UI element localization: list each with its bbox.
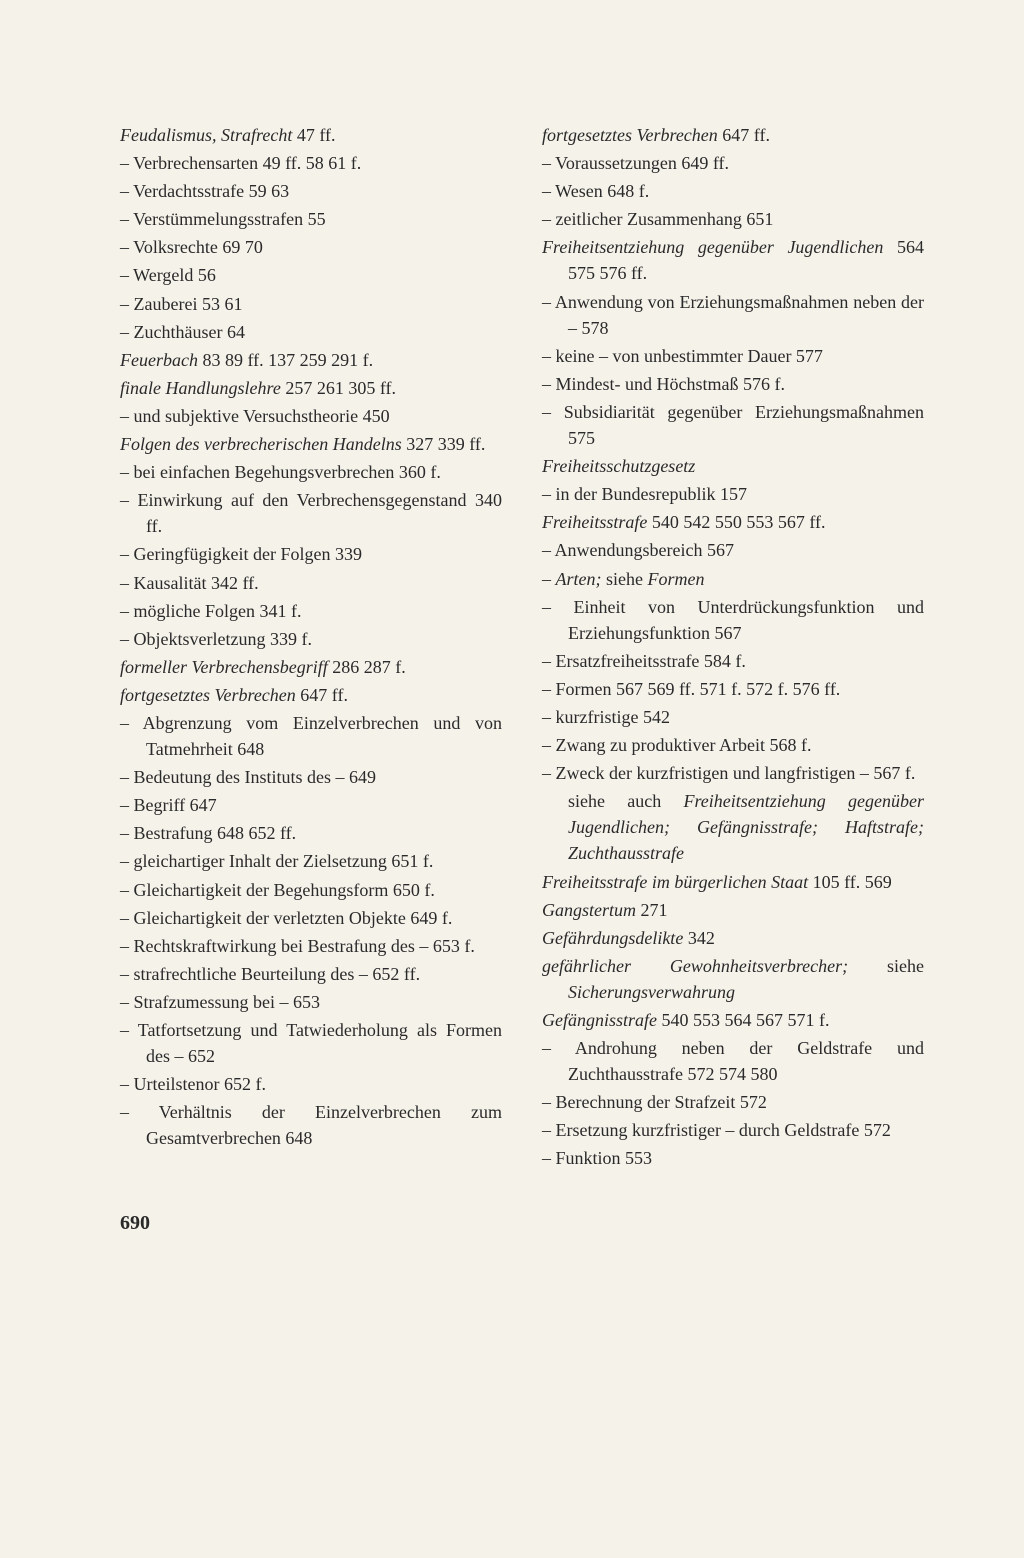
index-entry: – Ersatzfreiheitsstrafe 584 f. — [542, 648, 924, 674]
heading-pages: 83 89 ff. 137 259 291 f. — [198, 350, 373, 370]
index-entry: – Wesen 648 f. — [542, 178, 924, 204]
index-entry: – Strafzumessung bei – 653 — [120, 989, 502, 1015]
index-heading: Gefährdungsdelikte 342 — [542, 925, 924, 951]
heading-title: Gefährdungsdelikte — [542, 928, 683, 948]
heading-title: Freiheitsstrafe — [542, 512, 647, 532]
index-entry: – Abgrenzung vom Einzelverbrechen und vo… — [120, 710, 502, 762]
heading-title: fortgesetztes Verbrechen — [542, 125, 718, 145]
index-heading: fortgesetztes Verbrechen 647 ff. — [120, 682, 502, 708]
index-page: Feudalismus, Strafrecht 47 ff.– Verbrech… — [0, 0, 1024, 1558]
index-entry: – Zwang zu produktiver Arbeit 568 f. — [542, 732, 924, 758]
index-entry: – Anwendung von Erziehungsmaßnahmen nebe… — [542, 289, 924, 341]
index-entry: – zeitlicher Zusammenhang 651 — [542, 206, 924, 232]
heading-title: formeller Verbrechensbegriff — [120, 657, 328, 677]
heading-pages: 271 — [636, 900, 668, 920]
heading-title: Gefängnisstrafe — [542, 1010, 657, 1030]
index-entry: – Bedeutung des Instituts des – 649 — [120, 764, 502, 790]
index-heading: Freiheitsstrafe 540 542 550 553 567 ff. — [542, 509, 924, 535]
index-entry: – Zweck der kurzfristigen und langfristi… — [542, 760, 924, 786]
two-column-layout: Feudalismus, Strafrecht 47 ff.– Verbrech… — [120, 120, 924, 1172]
page-number: 690 — [120, 1212, 924, 1235]
index-entry: – bei einfachen Begehungsverbrechen 360 … — [120, 459, 502, 485]
heading-pages: 540 553 564 567 571 f. — [657, 1010, 830, 1030]
index-entry: – Tatfortsetzung und Tatwiederholung als… — [120, 1017, 502, 1069]
index-entry: – Androhung neben der Geldstrafe und Zuc… — [542, 1035, 924, 1087]
index-entry: – Zuchthäuser 64 — [120, 319, 502, 345]
index-entry: – Bestrafung 648 652 ff. — [120, 820, 502, 846]
index-entry: – Gleichartigkeit der Begehungsform 650 … — [120, 877, 502, 903]
index-heading: fortgesetztes Verbrechen 647 ff. — [542, 122, 924, 148]
heading-pages: 47 ff. — [292, 125, 335, 145]
index-entry: – Rechtskraftwirkung bei Bestrafung des … — [120, 933, 502, 959]
heading-pages: 327 339 ff. — [402, 434, 486, 454]
heading-title: fortgesetztes Verbrechen — [120, 685, 296, 705]
index-entry: – mögliche Folgen 341 f. — [120, 598, 502, 624]
index-entry: – Subsidiarität gegenüber Erziehungsmaßn… — [542, 399, 924, 451]
index-entry: – Mindest- und Höchstmaß 576 f. — [542, 371, 924, 397]
index-heading: formeller Verbrechensbegriff 286 287 f. — [120, 654, 502, 680]
index-entry: – Verstümmelungsstrafen 55 — [120, 206, 502, 232]
index-heading-see: gefährlicher Gewohnheitsverbrecher; sieh… — [542, 953, 924, 1005]
index-entry: – Einheit von Unterdrückungsfunktion und… — [542, 594, 924, 646]
index-heading: Feudalismus, Strafrecht 47 ff. — [120, 122, 502, 148]
index-entry: – Geringfügigkeit der Folgen 339 — [120, 541, 502, 567]
heading-title: Freiheitsstrafe im bürgerlichen Staat — [542, 872, 808, 892]
heading-pages: 647 ff. — [296, 685, 348, 705]
index-entry: – Zauberei 53 61 — [120, 291, 502, 317]
index-see-also: siehe auch Freiheitsentziehung gegenüber… — [542, 788, 924, 866]
heading-pages: 342 — [683, 928, 715, 948]
index-entry: – Kausalität 342 ff. — [120, 570, 502, 596]
heading-title: Gangstertum — [542, 900, 636, 920]
index-entry: – Berechnung der Strafzeit 572 — [542, 1089, 924, 1115]
heading-pages: 540 542 550 553 567 ff. — [647, 512, 825, 532]
index-heading: Freiheitsstrafe im bürgerlichen Staat 10… — [542, 869, 924, 895]
heading-title: Feudalismus, Strafrecht — [120, 125, 292, 145]
index-entry: – Einwirkung auf den Verbrechensgegensta… — [120, 487, 502, 539]
index-heading: finale Handlungslehre 257 261 305 ff. — [120, 375, 502, 401]
heading-title: Freiheitsentziehung gegenüber Jugendlich… — [542, 237, 883, 257]
index-entry: – kurzfristige 542 — [542, 704, 924, 730]
index-entry: – und subjektive Versuchstheorie 450 — [120, 403, 502, 429]
index-entry: – Volksrechte 69 70 — [120, 234, 502, 260]
index-entry: – Arten; siehe Formen — [542, 566, 924, 592]
index-entry: – keine – von unbestimmter Dauer 577 — [542, 343, 924, 369]
index-entry: – Funktion 553 — [542, 1145, 924, 1171]
heading-title: finale Handlungslehre — [120, 378, 281, 398]
index-heading: Gangstertum 271 — [542, 897, 924, 923]
left-column: Feudalismus, Strafrecht 47 ff.– Verbrech… — [120, 120, 502, 1172]
heading-title: Folgen des verbrecherischen Handelns — [120, 434, 402, 454]
index-entry: – Objektsverletzung 339 f. — [120, 626, 502, 652]
index-entry: – Ersetzung kurzfristiger – durch Geldst… — [542, 1117, 924, 1143]
index-entry: – Voraussetzungen 649 ff. — [542, 150, 924, 176]
index-entry: – Urteilstenor 652 f. — [120, 1071, 502, 1097]
index-heading: Freiheitsentziehung gegenüber Jugendlich… — [542, 234, 924, 286]
index-heading: Folgen des verbrecherischen Handelns 327… — [120, 431, 502, 457]
index-entry: – strafrechtliche Beurteilung des – 652 … — [120, 961, 502, 987]
right-column: fortgesetztes Verbrechen 647 ff.– Voraus… — [542, 120, 924, 1172]
index-entry: – Anwendungsbereich 567 — [542, 537, 924, 563]
index-entry: – Gleichartigkeit der verletzten Objekte… — [120, 905, 502, 931]
index-heading: Freiheitsschutzgesetz — [542, 453, 924, 479]
index-entry: – Verhältnis der Einzelverbrechen zum Ge… — [120, 1099, 502, 1151]
index-entry: – Wergeld 56 — [120, 262, 502, 288]
index-entry: – Verdachtsstrafe 59 63 — [120, 178, 502, 204]
index-entry: – gleichartiger Inhalt der Zielsetzung 6… — [120, 848, 502, 874]
index-entry: – Begriff 647 — [120, 792, 502, 818]
index-entry: – Verbrechensarten 49 ff. 58 61 f. — [120, 150, 502, 176]
heading-title: Freiheitsschutzgesetz — [542, 456, 695, 476]
index-entry: – Formen 567 569 ff. 571 f. 572 f. 576 f… — [542, 676, 924, 702]
heading-pages: 286 287 f. — [328, 657, 406, 677]
index-entry: – in der Bundesrepublik 157 — [542, 481, 924, 507]
index-heading: Feuerbach 83 89 ff. 137 259 291 f. — [120, 347, 502, 373]
heading-pages: 257 261 305 ff. — [281, 378, 396, 398]
heading-title: Feuerbach — [120, 350, 198, 370]
index-heading: Gefängnisstrafe 540 553 564 567 571 f. — [542, 1007, 924, 1033]
heading-pages: 105 ff. 569 — [808, 872, 892, 892]
heading-pages: 647 ff. — [718, 125, 770, 145]
